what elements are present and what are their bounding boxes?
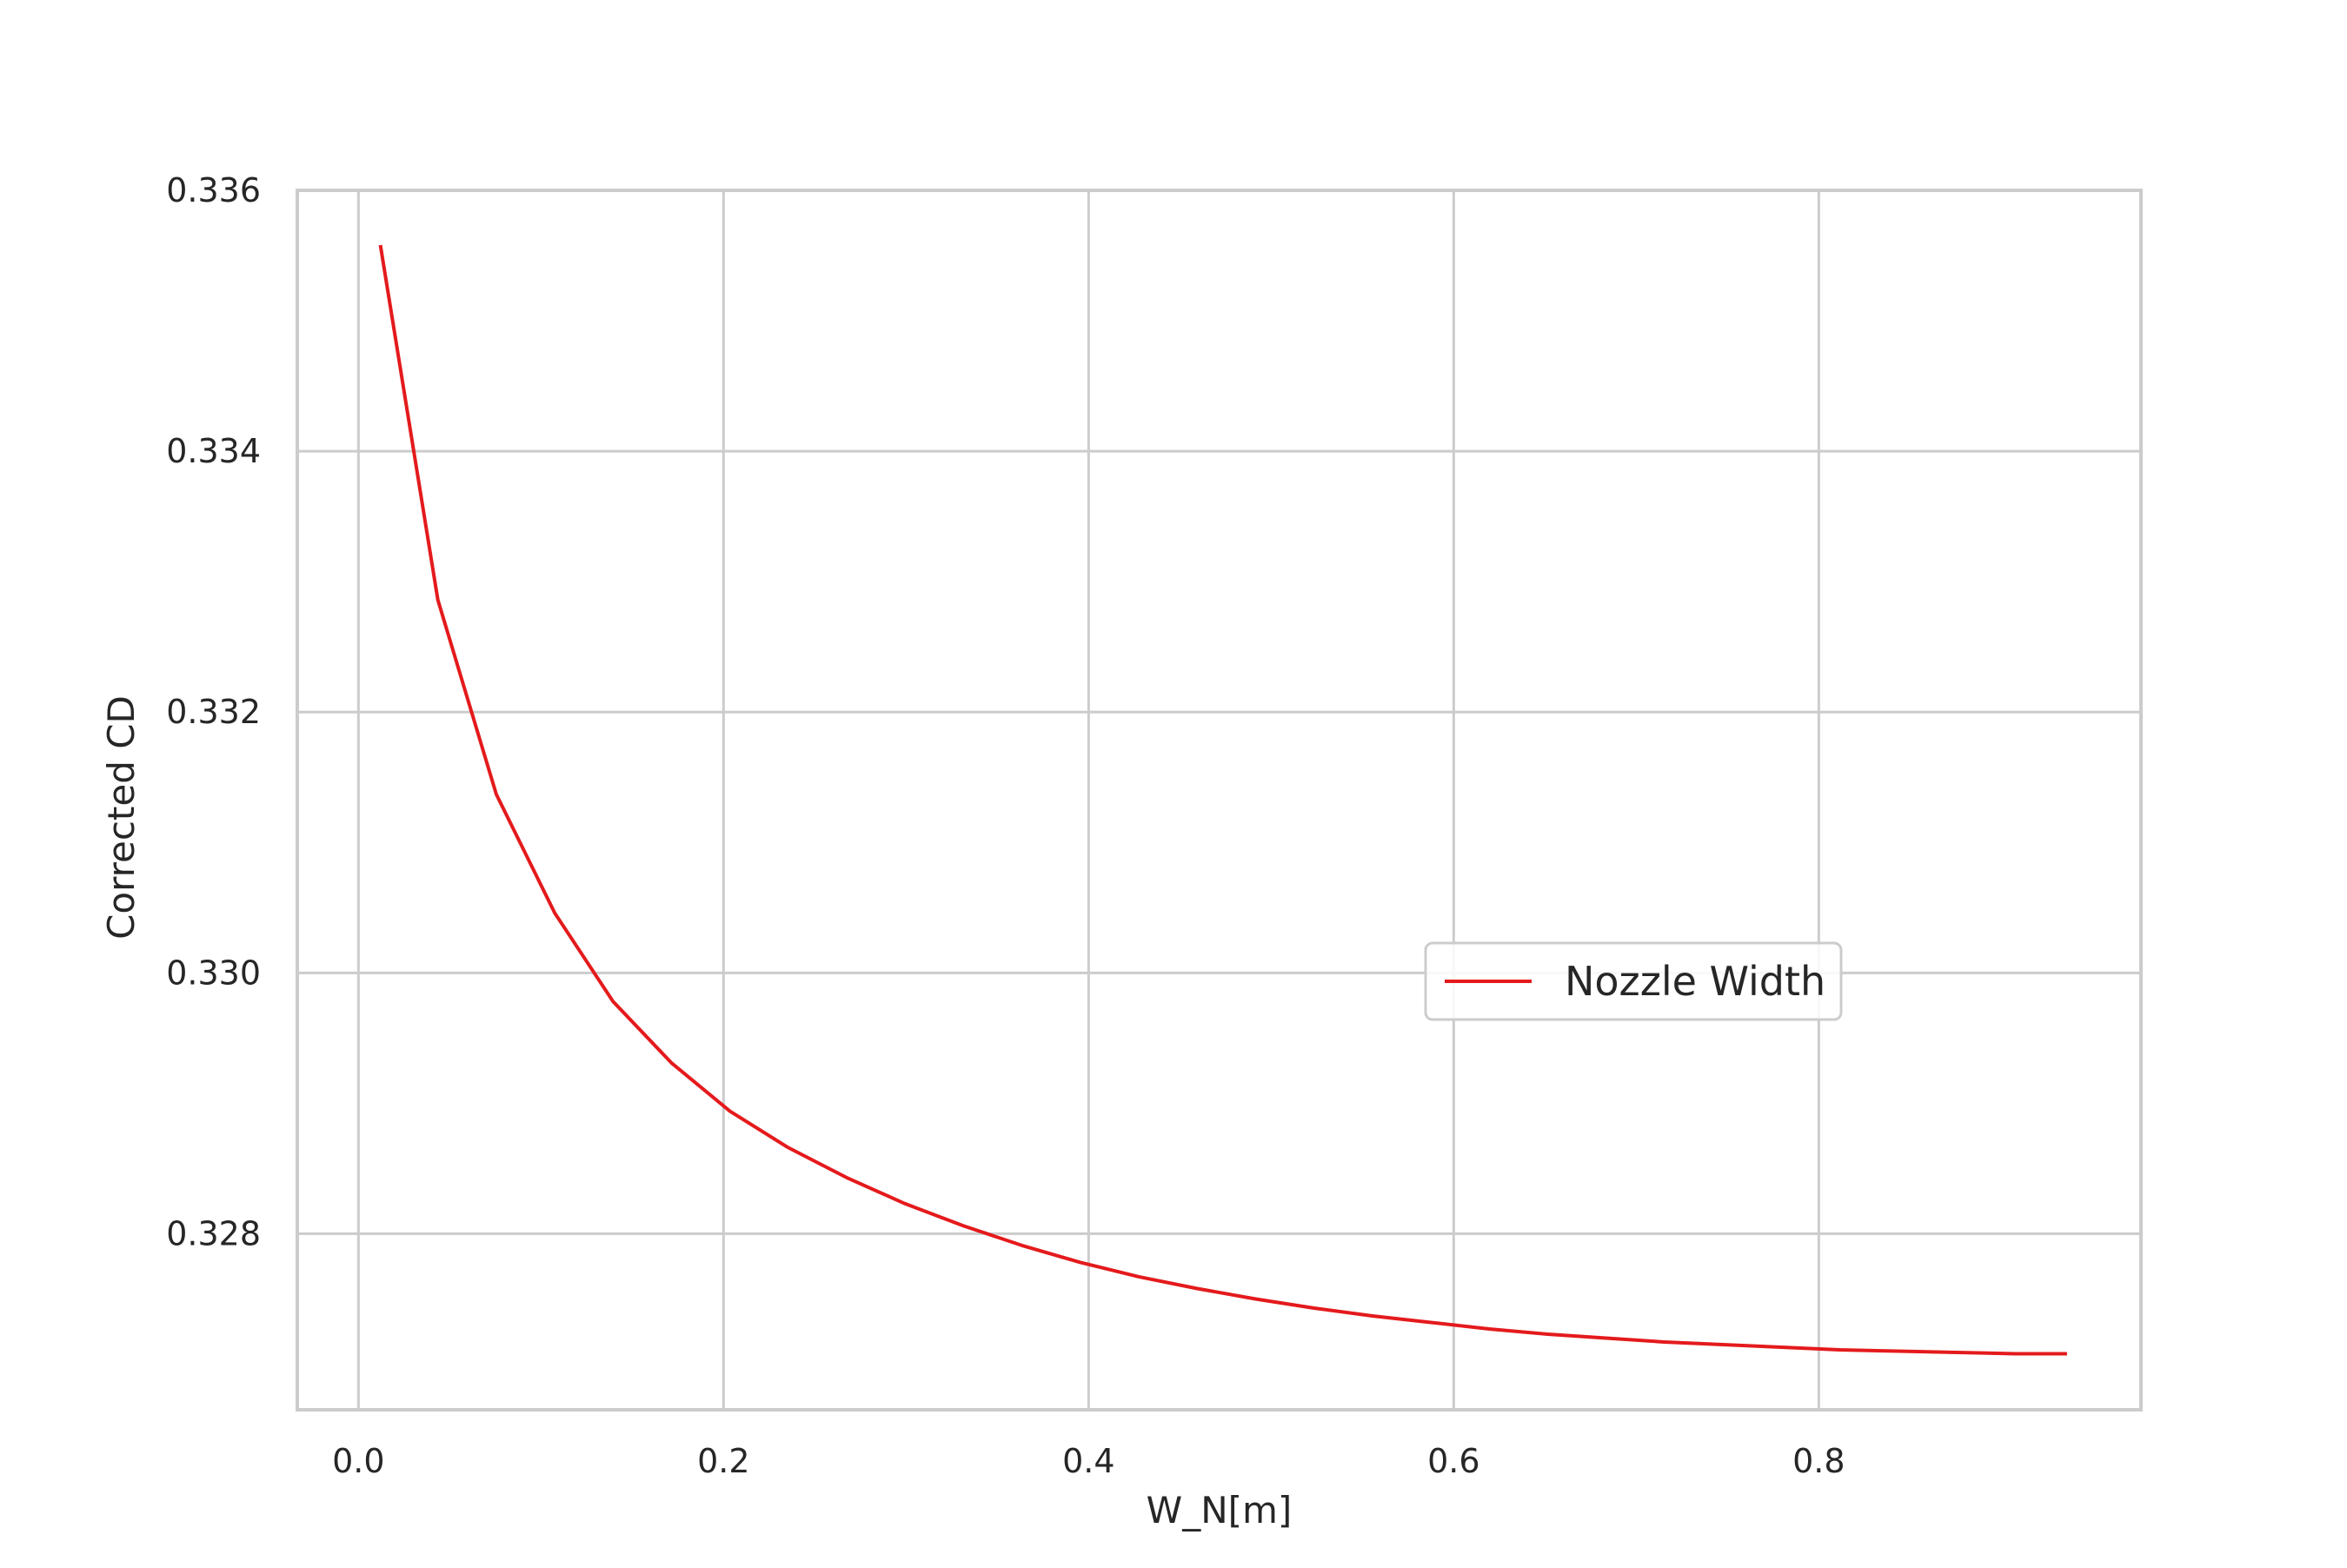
y-axis-label: Corrected CD [100, 695, 143, 940]
legend: Nozzle Width [1424, 941, 1843, 1021]
x-tick-label: 0.4 [1062, 1442, 1114, 1480]
y-tick-label: 0.330 [166, 953, 261, 992]
series-lines [378, 244, 2067, 1356]
y-tick-label: 0.328 [166, 1214, 261, 1252]
x-tick-label: 0.6 [1427, 1442, 1479, 1480]
x-tick-label: 0.0 [332, 1442, 384, 1480]
y-tick-label: 0.332 [166, 693, 261, 731]
y-tick-label: 0.334 [166, 432, 261, 470]
y-tick-label: 0.336 [166, 171, 261, 209]
series-line-nozzle-width [378, 244, 2067, 1356]
tick-labels: 0.0 0.2 0.4 0.6 0.8 0.328 0.330 0.332 0.334 0.336 [166, 171, 1845, 1480]
legend-label: Nozzle Width [1565, 958, 1825, 1005]
plot-frame [296, 189, 2143, 1412]
x-tick-label: 0.8 [1792, 1442, 1845, 1480]
x-axis-label: W_N[m] [1147, 1489, 1293, 1531]
legend-box [1424, 941, 1843, 1021]
x-tick-label: 0.2 [697, 1442, 749, 1480]
